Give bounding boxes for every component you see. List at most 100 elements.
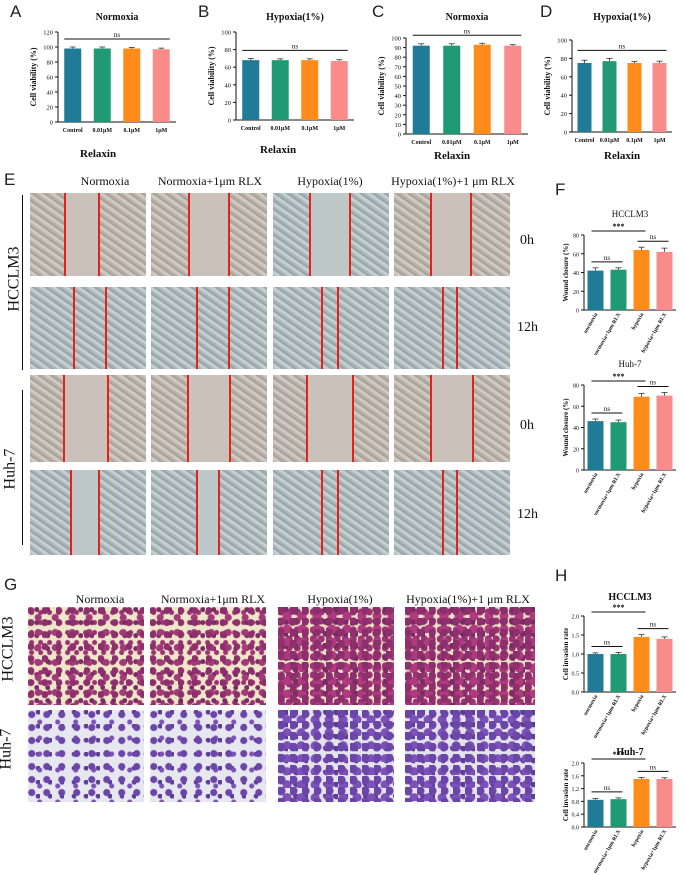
chart-viability-normoxia-c: Normoxia 0 10 20 30 40 50 60 70 80 90 100 Cell viabi… bbox=[377, 12, 528, 146]
invasion-image bbox=[278, 710, 394, 802]
invasion-image bbox=[405, 607, 535, 705]
y-tick-label: 80 bbox=[47, 60, 54, 67]
y-tick-label: 40 bbox=[573, 271, 579, 277]
y-tick-label: 10 bbox=[395, 122, 402, 129]
bar bbox=[64, 48, 82, 122]
significance-label: ns bbox=[650, 763, 657, 771]
bar bbox=[610, 422, 627, 470]
invasion-row-huh7: Huh-7 bbox=[0, 728, 15, 770]
category-label: 1μM bbox=[155, 128, 167, 134]
invasion-col-normoxia: Normoxia bbox=[75, 592, 125, 606]
y-tick-label: 0.0 bbox=[572, 691, 580, 697]
category-label: normoxia bbox=[583, 829, 600, 852]
significance-label: ns bbox=[114, 31, 121, 39]
invasion-image bbox=[150, 710, 266, 802]
significance-label: ns bbox=[464, 27, 471, 35]
invasion-image bbox=[278, 607, 394, 705]
bar bbox=[271, 60, 289, 120]
bar bbox=[610, 654, 627, 692]
bar bbox=[656, 251, 673, 310]
y-axis-label: Cell viability (%) bbox=[29, 47, 38, 106]
y-tick-label: 20 bbox=[561, 111, 568, 118]
y-tick-label: 0 bbox=[564, 130, 567, 137]
bar bbox=[473, 44, 491, 134]
category-label: normoxia bbox=[583, 694, 600, 717]
y-tick-label: 60 bbox=[573, 405, 579, 411]
y-tick-label: 60 bbox=[47, 75, 54, 82]
chart-title: Hypoxia(1%) bbox=[593, 12, 651, 23]
y-tick-label: 20 bbox=[573, 447, 579, 453]
category-label: normoxia bbox=[583, 472, 600, 495]
category-label: 0.01μM bbox=[92, 128, 112, 134]
chart-viability-normoxia-a: Normoxia 0 20 40 60 80 100 120 Cell viability (%… bbox=[29, 12, 176, 134]
category-label: 0.1μM bbox=[626, 138, 643, 144]
y-tick-label: 70 bbox=[395, 64, 402, 71]
wound-image bbox=[273, 193, 389, 276]
significance-label: ns bbox=[604, 638, 611, 646]
bar bbox=[587, 421, 604, 470]
wound-col-normoxia: Normoxia bbox=[80, 174, 130, 188]
panel-label-b: B bbox=[198, 2, 210, 21]
invasion-image bbox=[28, 710, 144, 802]
y-tick-label: 100 bbox=[221, 30, 231, 37]
wound-time-0h-huh7: 0h bbox=[520, 418, 534, 433]
y-tick-label: 0 bbox=[228, 118, 231, 125]
bar bbox=[656, 395, 673, 470]
significance-label: *** bbox=[613, 603, 625, 612]
bar bbox=[633, 636, 650, 692]
chart-title: Normoxia bbox=[96, 12, 139, 23]
category-label: 0.1μM bbox=[301, 126, 318, 132]
wound-image bbox=[30, 375, 146, 462]
wound-time-12h-huh7: 12h bbox=[517, 507, 538, 522]
y-tick-label: 60 bbox=[561, 74, 568, 81]
y-tick-label: 0.4 bbox=[572, 813, 580, 819]
y-tick-label: 1.0 bbox=[572, 653, 580, 659]
y-tick-label: 40 bbox=[395, 93, 402, 100]
chart-invasion-hcclm3: HCCLM3 0.0 0.5 1.0 1.5 2.0 Cell invasion rate n… bbox=[562, 592, 676, 740]
category-label: 0.01μM bbox=[270, 126, 290, 132]
bar bbox=[152, 49, 170, 122]
wound-image bbox=[394, 375, 510, 462]
y-tick-label: 20 bbox=[225, 100, 232, 107]
bar bbox=[633, 396, 650, 470]
y-axis-label: Cell viability (%) bbox=[377, 56, 386, 115]
y-axis-label: Cell invasion rate bbox=[562, 769, 570, 822]
chart-title: HCCLM3 bbox=[612, 209, 649, 219]
y-tick-label: 60 bbox=[395, 74, 402, 81]
category-label: Control bbox=[63, 128, 83, 134]
bar bbox=[652, 63, 667, 132]
y-tick-label: 80 bbox=[561, 56, 568, 63]
category-label: hypoxia+1μm RLX bbox=[640, 312, 668, 354]
y-tick-label: 1.2 bbox=[572, 787, 580, 793]
bar bbox=[587, 270, 604, 310]
significance-label: ns bbox=[650, 378, 657, 386]
category-label: hypoxia+1μm RLX bbox=[640, 829, 668, 871]
panel-label-d: D bbox=[540, 2, 553, 21]
significance-label: ns bbox=[619, 42, 626, 50]
y-tick-label: 20 bbox=[573, 290, 579, 296]
bar bbox=[610, 799, 627, 827]
y-tick-label: 40 bbox=[47, 90, 54, 97]
y-tick-label: 80 bbox=[573, 384, 579, 390]
bar bbox=[627, 63, 642, 132]
bar bbox=[587, 799, 604, 827]
category-label: 0.01μM bbox=[600, 138, 620, 144]
y-tick-label: 0.0 bbox=[572, 826, 580, 832]
bar bbox=[633, 250, 650, 310]
invasion-row-hcclm3: HCCLM3 bbox=[0, 616, 17, 682]
y-tick-label: 40 bbox=[225, 82, 232, 89]
significance-label: ns bbox=[604, 784, 611, 792]
panel-label-c: C bbox=[372, 2, 385, 21]
category-label: hypoxia+1μm RLX bbox=[640, 694, 668, 736]
category-label: hypoxia bbox=[631, 312, 646, 331]
category-label: hypoxia bbox=[631, 829, 646, 848]
chart-title: Huh-7 bbox=[616, 747, 643, 758]
chart-title: HCCLM3 bbox=[608, 592, 651, 603]
category-label: 1μM bbox=[507, 140, 519, 146]
bar bbox=[443, 45, 461, 134]
y-tick-label: 100 bbox=[43, 45, 53, 52]
y-tick-label: 40 bbox=[561, 93, 568, 100]
y-tick-label: 120 bbox=[43, 30, 53, 37]
y-tick-label: 0.5 bbox=[572, 672, 580, 678]
